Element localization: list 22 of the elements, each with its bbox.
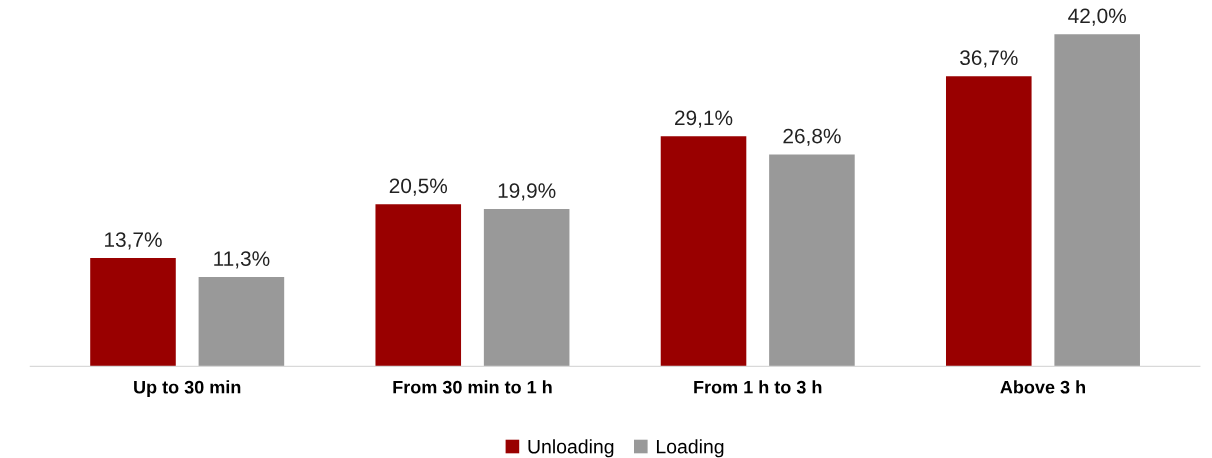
x-tick-label: Up to 30 min [134, 380, 241, 398]
bar [1054, 34, 1140, 367]
legend-label: Loading [656, 439, 724, 458]
data-label: 11,3% [214, 251, 270, 269]
data-label: 26,8% [783, 128, 841, 146]
bar [660, 136, 747, 367]
bar [946, 76, 1032, 367]
bar [483, 209, 570, 367]
x-tick-label: From 1 h to 3 h [694, 380, 822, 394]
data-label: 29,1% [675, 110, 733, 128]
data-label: 42,0% [1068, 8, 1126, 26]
bar [198, 277, 285, 367]
bar [90, 258, 176, 367]
bar [375, 204, 462, 367]
data-label: 19,9% [498, 183, 556, 201]
bar [769, 154, 855, 367]
legend-label: Unloading [528, 439, 614, 458]
data-label: 20,5% [389, 178, 448, 196]
x-tick-label: Above 3 h [1000, 380, 1086, 394]
data-label: 13,7% [105, 232, 162, 250]
data-label: 36,7% [960, 50, 1018, 68]
x-tick-label: From 30 min to 1 h [393, 380, 552, 394]
